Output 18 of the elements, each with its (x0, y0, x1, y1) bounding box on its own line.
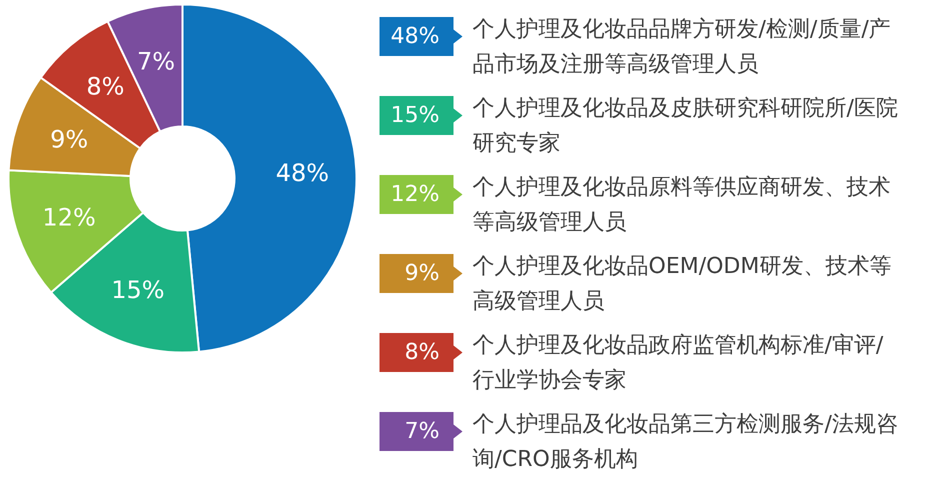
text: 48% (390, 24, 440, 49)
legend-label: 个人护理及化妆品及皮肤研究科研院所/医院研究专家 (472, 96, 898, 156)
legend-label: 个人护理及化妆品政府监管机构标准/审评/行业学协会专家 (472, 333, 884, 393)
legend-label: 个人护理及化妆品OEM/ODM研发、技术等高级管理人员 (472, 254, 892, 314)
data-label: 12% (42, 204, 96, 232)
data-label: 7% (137, 47, 176, 76)
text: 15% (390, 103, 440, 128)
data-label: 48% (276, 158, 330, 187)
legend-label: 个人护理及化妆品原料等供应商研发、技术等高级管理人员 (472, 175, 890, 235)
legend-label: 个人护理品及化妆品第三方检测服务/法规咨询/CRO服务机构 (472, 412, 898, 472)
text: 12% (390, 182, 440, 207)
data-label: 8% (86, 72, 124, 101)
text: 8% (404, 340, 440, 365)
legend-label: 个人护理及化妆品品牌方研发/检测/质量/产品市场及注册等高级管理人员 (472, 17, 891, 77)
data-label: 9% (50, 125, 88, 154)
text: 9% (404, 261, 440, 286)
text: 7% (404, 419, 440, 444)
data-label: 15% (111, 276, 165, 304)
